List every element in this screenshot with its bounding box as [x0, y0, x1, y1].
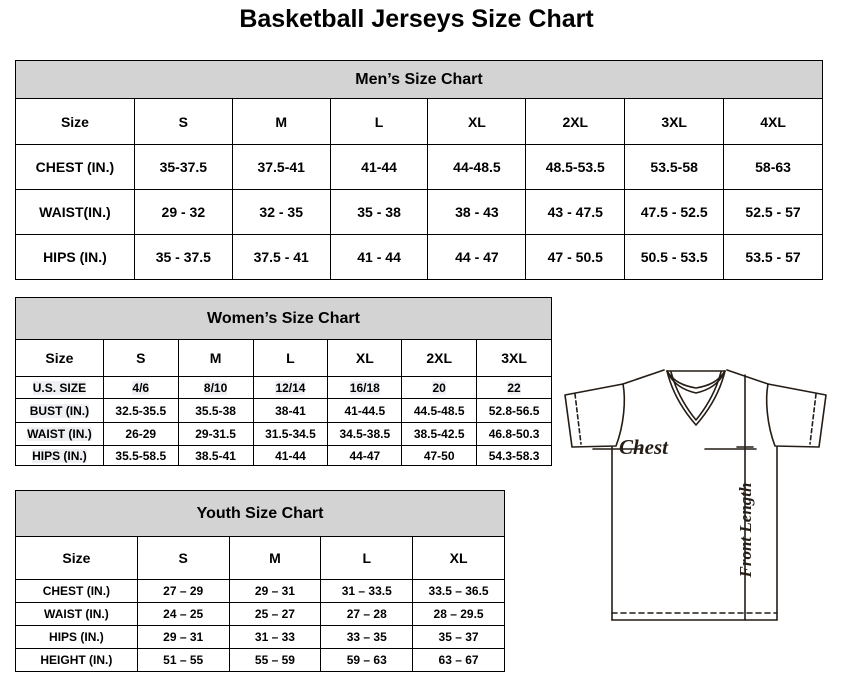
svg-text:Front Length: Front Length	[736, 483, 755, 579]
svg-text:Chest: Chest	[619, 435, 669, 459]
